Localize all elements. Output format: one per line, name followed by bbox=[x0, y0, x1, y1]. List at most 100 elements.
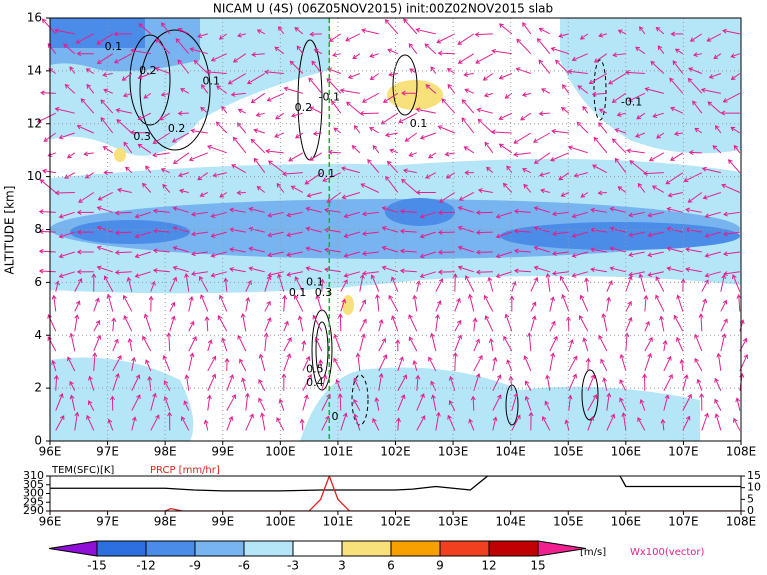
wind-vector bbox=[694, 357, 703, 372]
wind-vector bbox=[38, 228, 56, 234]
x-tick-label: 105E bbox=[553, 515, 584, 529]
wind-vector bbox=[227, 73, 247, 85]
wind-vector bbox=[713, 53, 722, 60]
wind-vector bbox=[663, 394, 670, 411]
wind-vector bbox=[619, 397, 627, 411]
y-tick-label: 305 bbox=[23, 478, 44, 491]
wind-vector bbox=[667, 192, 683, 198]
contour-label: 0.1 bbox=[306, 275, 324, 288]
wind-vector bbox=[674, 48, 684, 55]
wind-vector bbox=[608, 73, 627, 85]
wind-vector bbox=[598, 108, 608, 114]
wind-vector bbox=[483, 92, 493, 98]
wind-vector bbox=[386, 160, 399, 173]
wind-vector bbox=[538, 27, 551, 35]
wind-vector bbox=[702, 192, 722, 200]
wind-vector bbox=[401, 90, 417, 96]
wind-vector bbox=[562, 84, 570, 94]
wind-vector bbox=[177, 27, 189, 35]
wind-vector bbox=[237, 108, 247, 114]
wind-vector bbox=[328, 33, 342, 42]
wind-vector bbox=[361, 251, 379, 256]
wind-vector bbox=[663, 355, 672, 372]
wind-vector bbox=[409, 68, 418, 74]
wind-vector bbox=[580, 192, 589, 198]
contour-label: 0.1 bbox=[318, 167, 336, 180]
wind-vector bbox=[333, 357, 342, 372]
x-tick-label: 108E bbox=[726, 515, 757, 529]
wind-vector bbox=[207, 144, 227, 154]
wind-vector bbox=[549, 296, 555, 312]
wind-vector bbox=[452, 352, 458, 371]
wind-vector bbox=[662, 339, 668, 352]
wind-vector bbox=[511, 414, 521, 431]
wind-vector bbox=[131, 416, 137, 431]
wind-vector bbox=[429, 332, 437, 352]
wind-vector bbox=[369, 73, 380, 80]
wind-vector bbox=[308, 77, 323, 94]
wind-vector bbox=[172, 226, 189, 233]
wind-vector bbox=[513, 208, 531, 214]
wind-vector bbox=[190, 271, 208, 277]
wind-vector bbox=[495, 231, 512, 239]
wind-vector bbox=[152, 228, 170, 234]
wind-vector bbox=[733, 144, 741, 154]
wind-vector bbox=[294, 27, 304, 35]
wind-vector bbox=[498, 143, 513, 154]
wind-vector bbox=[549, 335, 558, 352]
colorbar-box bbox=[145, 540, 196, 557]
wind-vector bbox=[369, 127, 380, 134]
colorbar-label: -15 bbox=[87, 559, 107, 573]
x-tick-label: 103E bbox=[438, 445, 469, 459]
wind-vector bbox=[353, 398, 361, 411]
wind-vector bbox=[190, 128, 208, 134]
wind-vector bbox=[524, 380, 532, 392]
wind-vector bbox=[114, 210, 132, 216]
wind-vector bbox=[117, 187, 132, 193]
vector-label: Wx100(vector) bbox=[630, 547, 705, 558]
wind-vector bbox=[259, 412, 266, 431]
wind-vector bbox=[277, 273, 285, 292]
wind-vector bbox=[58, 231, 75, 239]
wind-vector bbox=[412, 294, 418, 312]
wind-vector bbox=[314, 336, 323, 352]
wind-vector bbox=[313, 48, 323, 55]
wind-vector bbox=[477, 118, 494, 134]
wind-vector bbox=[339, 88, 360, 94]
y2-tick-label: 15 bbox=[747, 469, 761, 482]
wind-vector bbox=[720, 318, 728, 332]
wind-vector bbox=[159, 112, 171, 121]
wind-vector bbox=[585, 357, 591, 371]
wind-vector bbox=[457, 245, 474, 253]
wind-vector bbox=[676, 294, 684, 312]
wind-vector bbox=[93, 334, 102, 352]
wind-vector bbox=[267, 251, 284, 258]
wind-vector bbox=[397, 374, 407, 392]
y-tick-label: 8 bbox=[34, 222, 42, 236]
lower-left-label: TEM(SFC)[K] bbox=[51, 465, 114, 476]
wind-vector bbox=[685, 207, 702, 213]
wind-vector bbox=[704, 211, 721, 219]
wind-vector bbox=[687, 77, 703, 94]
wind-vector bbox=[685, 267, 702, 273]
wind-vector bbox=[477, 188, 493, 193]
wind-vector bbox=[391, 315, 399, 332]
wind-vector bbox=[448, 399, 456, 411]
wind-vector bbox=[337, 393, 343, 411]
wind-vector bbox=[614, 157, 627, 173]
wind-vector bbox=[492, 394, 502, 411]
wind-vector bbox=[571, 53, 589, 62]
wind-vector bbox=[54, 190, 75, 196]
contour bbox=[392, 54, 418, 116]
wind-vector bbox=[230, 91, 246, 97]
wind-vector bbox=[643, 294, 649, 312]
wind-vector bbox=[256, 185, 266, 193]
x-tick-label: 96E bbox=[39, 515, 62, 529]
wind-vector bbox=[568, 339, 574, 352]
wind-vector bbox=[309, 31, 322, 37]
shading bbox=[50, 18, 741, 441]
wind-vector bbox=[318, 359, 324, 372]
wind-vector bbox=[611, 138, 627, 154]
wind-vector bbox=[488, 338, 494, 352]
wind-vector bbox=[236, 190, 246, 196]
